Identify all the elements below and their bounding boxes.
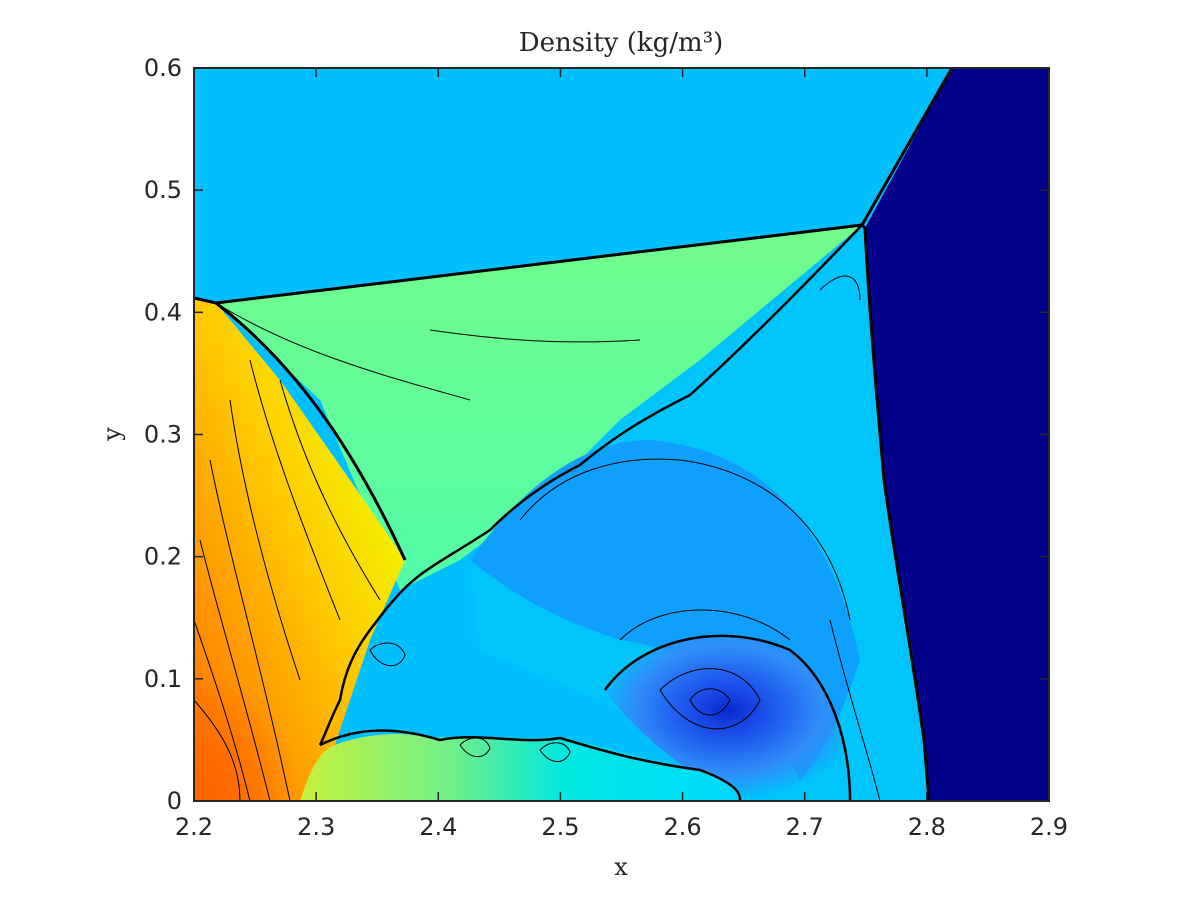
mach-stem-line bbox=[860, 223, 931, 801]
contour-line bbox=[194, 699, 241, 801]
chart-title: Density (kg/m³) bbox=[519, 28, 724, 58]
x-tick-label: 2.8 bbox=[908, 813, 946, 841]
y-axis-ticks: 0 0.1 0.2 0.3 0.4 0.5 0.6 bbox=[144, 54, 1049, 815]
x-axis-ticks: 2.2 2.3 2.4 2.5 2.6 2.7 2.8 2.9 bbox=[175, 68, 1068, 841]
y-tick-label: 0.4 bbox=[144, 298, 182, 326]
contour-line bbox=[459, 737, 491, 758]
y-tick-label: 0 bbox=[167, 787, 182, 815]
y-tick-label: 0.1 bbox=[144, 665, 182, 693]
contour-line bbox=[619, 609, 791, 641]
x-tick-label: 2.4 bbox=[419, 813, 457, 841]
incident-shock-line bbox=[860, 68, 954, 226]
wall-jet-line bbox=[319, 729, 742, 801]
contour-line bbox=[249, 359, 341, 621]
slip-line bbox=[318, 224, 863, 746]
pre-shock-region bbox=[865, 68, 1049, 801]
vortex-region bbox=[605, 635, 850, 801]
contour-line bbox=[429, 329, 641, 343]
contour-lines bbox=[194, 275, 881, 801]
contour-line bbox=[519, 458, 851, 621]
contour-line bbox=[209, 459, 291, 801]
x-tick-label: 2.9 bbox=[1030, 813, 1068, 841]
x-tick-label: 2.3 bbox=[297, 813, 335, 841]
boundary-layer-region bbox=[300, 734, 740, 801]
reflected-wedge-region bbox=[216, 225, 862, 590]
contour-line bbox=[369, 642, 406, 667]
x-tick-label: 2.7 bbox=[786, 813, 824, 841]
contour-line bbox=[215, 302, 471, 401]
y-tick-label: 0.6 bbox=[144, 54, 182, 82]
flow-field bbox=[194, 68, 1049, 801]
x-tick-label: 2.5 bbox=[541, 813, 579, 841]
shock-lines bbox=[194, 68, 954, 801]
contour-line bbox=[194, 619, 251, 801]
contour-line bbox=[659, 668, 761, 730]
x-tick-label: 2.6 bbox=[663, 813, 701, 841]
vortex-rollup-line bbox=[603, 634, 852, 801]
bow-shock-line bbox=[215, 301, 407, 561]
contour-line bbox=[199, 539, 271, 801]
y-tick-label: 0.3 bbox=[144, 421, 182, 449]
y-tick-label: 0.5 bbox=[144, 176, 182, 204]
contour-line bbox=[829, 619, 881, 801]
contour-line bbox=[279, 379, 381, 601]
contour-line bbox=[229, 399, 301, 681]
x-tick-label: 2.2 bbox=[175, 813, 213, 841]
contour-line bbox=[539, 742, 571, 762]
contour-line bbox=[819, 275, 861, 301]
y-tick-label: 0.2 bbox=[144, 543, 182, 571]
y-axis-title: y bbox=[98, 427, 126, 442]
contour-line bbox=[689, 688, 731, 716]
x-axis-title: x bbox=[614, 853, 628, 881]
